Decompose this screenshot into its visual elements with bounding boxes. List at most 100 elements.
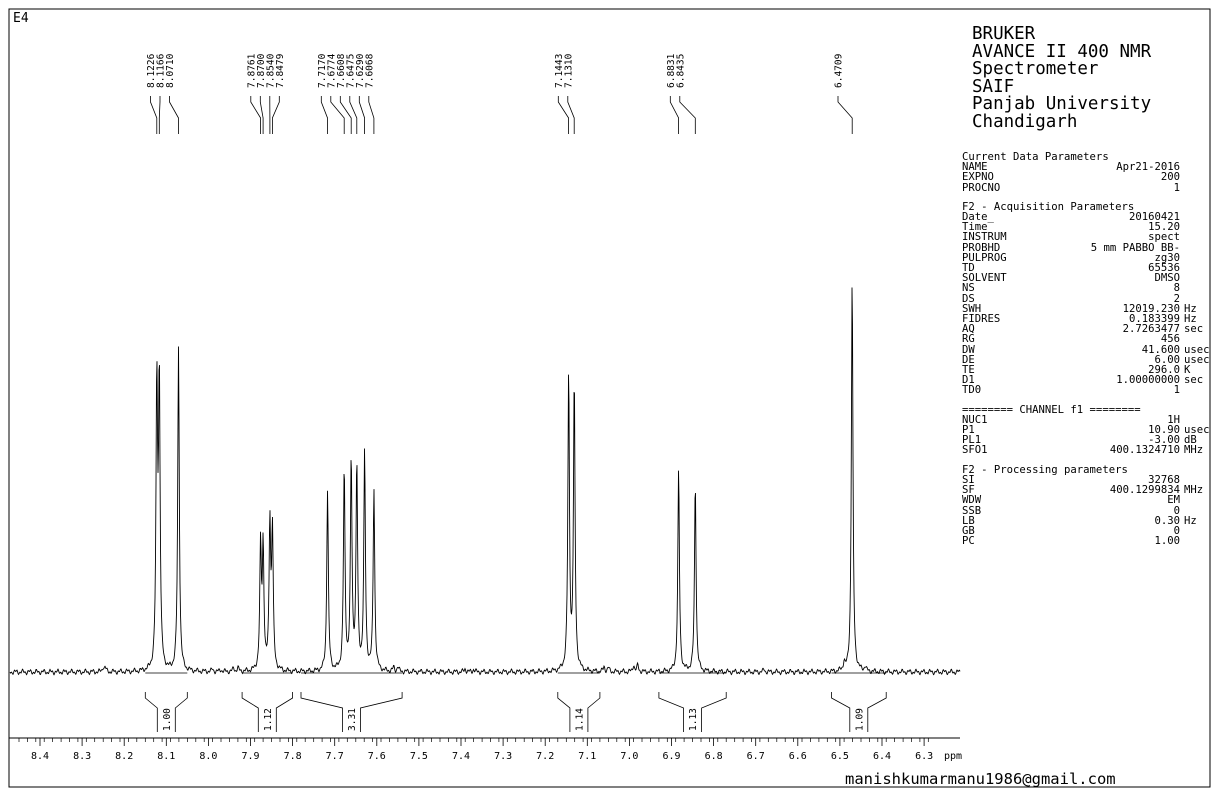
parameter-row: PULPROG zg30 — [962, 252, 1211, 263]
parameter-unit — [1180, 263, 1211, 273]
parameter-row: DS 2 — [962, 293, 1211, 304]
parameter-row: GB 0 — [962, 524, 1211, 537]
peak-label: 7.6068 — [364, 53, 375, 88]
parameter-row: FIDRES 0.183399 Hz — [962, 313, 1211, 326]
integral-value: 1.14 — [574, 708, 585, 731]
parameter-value: 296.0 — [1148, 364, 1180, 377]
x-tick-label: 7.5 — [410, 751, 428, 762]
parameter-value: 65536 — [1148, 262, 1180, 275]
author-email: manishkumarmanu1986@gmail.com — [845, 770, 1116, 788]
parameter-key: D1 — [962, 374, 975, 387]
parameter-row: PROCNO 1 — [962, 181, 1211, 194]
parameter-row: NAME Apr21-2016 — [962, 162, 1211, 173]
integral-bracket — [701, 692, 727, 732]
parameter-unit: Hz — [1184, 302, 1197, 315]
parameter-row: SF 400.1299834 MHz — [962, 484, 1211, 497]
peak-label: 7.1310 — [563, 53, 574, 88]
parameter-value: 400.1324710 — [1109, 444, 1180, 457]
parameter-value: 1.00000000 — [1116, 374, 1180, 387]
lab-line: Spectrometer — [972, 59, 1099, 79]
parameter-value: 0.30 — [1154, 514, 1180, 527]
parameter-row: Time 15.20 — [962, 222, 1211, 233]
peak-leader-line — [669, 96, 679, 134]
x-tick-label: 7.9 — [241, 751, 259, 762]
integral-bracket — [867, 692, 887, 732]
x-tick-label: 7.4 — [452, 751, 470, 762]
parameter-row: SFO1 400.1324710 MHz — [962, 444, 1211, 457]
parameter-row: TE 296.0 K — [962, 364, 1211, 377]
parameter-key: FIDRES — [962, 313, 1001, 326]
x-tick-label: 6.4 — [873, 751, 891, 762]
peak-label: 8.1226 — [146, 53, 157, 88]
x-tick-label: 6.6 — [789, 751, 807, 762]
parameter-unit — [1180, 222, 1211, 232]
parameter-unit — [1180, 172, 1211, 182]
parameter-key: GB — [962, 524, 975, 537]
parameter-row: P1 10.90 usec — [962, 424, 1211, 437]
parameter-value: 1 — [1173, 181, 1180, 194]
x-tick-label: 8.0 — [199, 751, 217, 762]
dataset-label: E4 — [13, 11, 29, 26]
parameter-value: 0 — [1173, 504, 1180, 517]
peak-leader-line — [368, 96, 375, 134]
peak-leader-line — [158, 96, 161, 134]
integrals: 1.00 1.12 3.31 1.14 1.13 1.09 — [144, 672, 887, 732]
peak-leader-line — [330, 96, 345, 134]
integral-bracket — [300, 692, 343, 732]
parameter-key: P1 — [962, 424, 975, 437]
parameter-value: 2.7263477 — [1122, 323, 1180, 336]
parameter-key: NS — [962, 282, 975, 295]
parameter-row: INSTRUM spect — [962, 231, 1211, 244]
peak-label: 6.8435 — [675, 54, 686, 88]
peak-label: 6.8831 — [666, 53, 677, 88]
x-tick-label: 7.0 — [620, 751, 638, 762]
x-tick-label: 8.1 — [157, 751, 175, 762]
parameter-unit — [1180, 385, 1211, 395]
parameter-key: TD — [962, 262, 975, 275]
parameter-value: 456 — [1160, 333, 1180, 346]
x-tick-label: 7.3 — [494, 751, 512, 762]
peak-label: 8.0710 — [165, 53, 176, 88]
lab-line: AVANCE II 400 NMR — [972, 41, 1152, 62]
parameter-value: 0.183399 — [1128, 313, 1180, 326]
peak-leader-line — [339, 96, 352, 134]
peak-leader-line — [272, 96, 280, 134]
parameter-section: Current Data Parameters NAME Apr21-2016 EXP… — [962, 152, 1211, 193]
parameter-value: 20160421 — [1128, 211, 1180, 224]
lab-info: BRUKER AVANCE II 400 NMR Spectrometer SA… — [972, 25, 1152, 131]
parameter-unit: MHz — [1184, 444, 1204, 457]
integral-bracket — [144, 692, 158, 732]
integral-bracket — [241, 692, 259, 732]
parameter-value: 32768 — [1148, 473, 1180, 486]
parameter-value: 41.600 — [1141, 343, 1180, 356]
integral-bracket — [557, 692, 571, 732]
x-tick-label: 8.4 — [31, 751, 49, 762]
parameter-key: SWH — [962, 302, 982, 315]
x-axis-ticks: 8.4 8.3 8.2 8.1 8.0 7.9 7.8 7.7 7.6 7.5 7.4 7.3 7.2 7… — [18, 738, 933, 762]
parameter-section: F2 - Acquisition Parameters Date_ 20160421… — [962, 201, 1211, 395]
parameter-section: F2 - Processing parameters SI 32768 SF 400.1… — [962, 464, 1211, 548]
parameter-unit: dB — [1184, 434, 1197, 447]
parameter-unit: usec — [1184, 353, 1210, 366]
parameter-key: PC — [962, 535, 975, 548]
integral-value: 1.12 — [263, 708, 274, 731]
peak-label: 7.8479 — [275, 53, 286, 88]
integral-bracket — [360, 692, 403, 732]
peak-label: 7.8540 — [265, 53, 276, 88]
parameter-section-title: ======== CHANNEL f1 ======== — [962, 403, 1141, 416]
parameter-row: SSB 0 — [962, 504, 1211, 517]
parameter-row: PC 1.00 — [962, 535, 1211, 548]
x-tick-label: 6.8 — [705, 751, 723, 762]
parameter-key: TE — [962, 364, 975, 377]
parameter-row: RG 456 — [962, 333, 1211, 346]
integral-value: 1.13 — [688, 708, 699, 731]
parameter-value: 200 — [1160, 171, 1180, 184]
parameter-row: SWH 12019.230 Hz — [962, 302, 1211, 315]
parameter-value: spect — [1148, 231, 1180, 244]
parameter-value: 400.1299834 — [1109, 484, 1180, 497]
x-tick-label: 6.7 — [747, 751, 765, 762]
parameter-value: 6.00 — [1154, 353, 1180, 366]
parameter-row: SI 32768 — [962, 473, 1211, 486]
plot-frame — [8, 8, 1211, 788]
peak-leader-line — [349, 96, 358, 134]
